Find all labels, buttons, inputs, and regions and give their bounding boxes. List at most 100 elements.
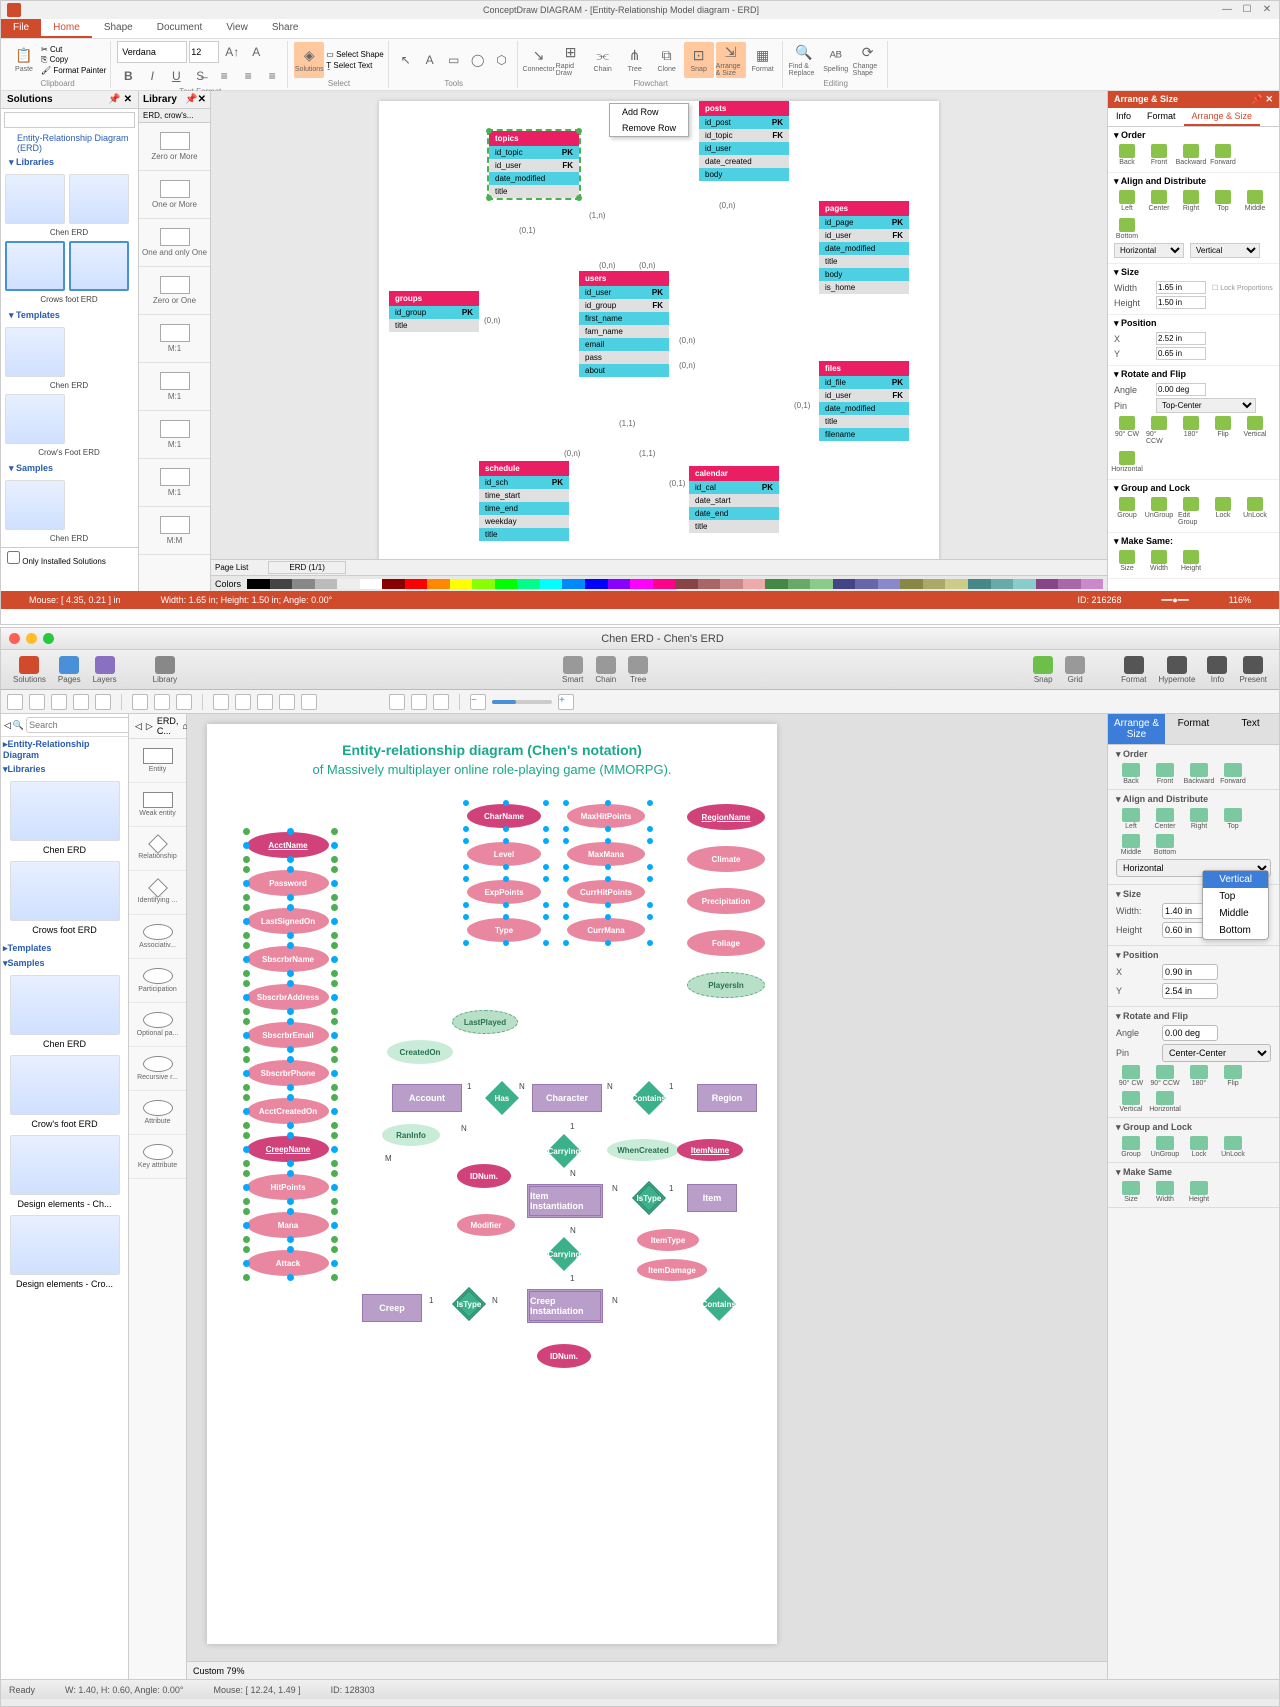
action-icon[interactable]: Vertical <box>1242 416 1268 445</box>
library-shape[interactable]: Recursive r... <box>129 1047 186 1091</box>
library-item[interactable]: Zero or More <box>139 123 210 171</box>
tool-icon[interactable] <box>235 694 251 710</box>
attr-key[interactable]: IDNum. <box>537 1344 591 1368</box>
width-input[interactable] <box>1156 281 1206 294</box>
rel-carrying[interactable]: Carrying <box>547 1134 581 1168</box>
action-icon[interactable]: Left <box>1116 808 1146 830</box>
action-icon[interactable]: UnLock <box>1242 497 1268 526</box>
thumb[interactable] <box>10 861 120 921</box>
entity-region[interactable]: Region <box>697 1084 757 1112</box>
italic-icon[interactable]: I <box>141 65 163 87</box>
attr[interactable]: MaxMana <box>567 842 645 866</box>
library-item[interactable]: One and only One <box>139 219 210 267</box>
attr[interactable]: ItemDamage <box>637 1259 707 1281</box>
ctx-remove-row[interactable]: Remove Row <box>610 120 688 136</box>
action-icon[interactable]: Lock <box>1184 1136 1214 1158</box>
present-button[interactable]: Present <box>1235 654 1271 686</box>
snap-button[interactable]: Snap <box>1029 654 1057 686</box>
library-shape[interactable]: Identifying ... <box>129 871 186 915</box>
close-icon[interactable]: 📌 ✕ <box>1252 94 1273 105</box>
tool-icon[interactable] <box>95 694 111 710</box>
only-installed-checkbox[interactable] <box>7 551 20 564</box>
action-icon[interactable]: Center <box>1150 808 1180 830</box>
close-button[interactable]: ✕ <box>1261 4 1273 16</box>
tree-button[interactable]: Tree <box>624 654 652 686</box>
attr-key[interactable]: ItemName <box>677 1139 743 1161</box>
action-icon[interactable]: Horizontal <box>1114 451 1140 473</box>
select-text-button[interactable]: Ṯ Select Text <box>326 61 383 70</box>
rel-has[interactable]: Has <box>485 1081 519 1115</box>
library-item[interactable]: M:1 <box>139 411 210 459</box>
cut-button[interactable]: ✂ Cut <box>41 45 106 54</box>
action-icon[interactable]: Right <box>1178 190 1204 212</box>
action-icon[interactable]: Top <box>1218 808 1248 830</box>
format-painter-button[interactable]: 🖌 Format Painter <box>41 66 106 75</box>
action-icon[interactable]: Left <box>1114 190 1140 212</box>
info-button[interactable]: Info <box>1203 654 1231 686</box>
action-icon[interactable]: Width <box>1146 550 1172 572</box>
solutions-button[interactable]: Solutions <box>9 654 50 686</box>
arrange-size-button[interactable]: ⇲Arrange & Size <box>716 42 746 78</box>
tab-format[interactable]: Format <box>1165 714 1222 745</box>
library-item[interactable]: M:1 <box>139 459 210 507</box>
action-icon[interactable]: Forward <box>1218 763 1248 785</box>
tree-button[interactable]: ⋔Tree <box>620 42 650 78</box>
format-button[interactable]: ▦Format <box>748 42 778 78</box>
rel-contains[interactable]: Contains <box>632 1081 666 1115</box>
action-icon[interactable]: Front <box>1150 763 1180 785</box>
action-icon[interactable]: Size <box>1114 550 1140 572</box>
pin-icon[interactable]: 📌✕ <box>185 94 206 105</box>
tree-templates[interactable]: ▾ Templates <box>1 308 138 323</box>
action-icon[interactable]: Width <box>1150 1181 1180 1203</box>
library-item[interactable]: Zero or One <box>139 267 210 315</box>
action-icon[interactable]: UnGroup <box>1150 1136 1180 1158</box>
entity-item-inst[interactable]: Item Instantiation <box>527 1184 603 1218</box>
action-icon[interactable]: Height <box>1178 550 1204 572</box>
thumb[interactable] <box>5 480 65 530</box>
library-shape[interactable]: Key attribute <box>129 1135 186 1179</box>
tool-icon[interactable] <box>73 694 89 710</box>
change-shape-button[interactable]: ⟳Change Shape <box>853 42 883 78</box>
action-icon[interactable]: 90° CCW <box>1146 416 1172 445</box>
action-icon[interactable]: Back <box>1116 763 1146 785</box>
attr[interactable]: Mana <box>247 1212 329 1238</box>
rapid-draw-button[interactable]: ⊞Rapid Draw <box>556 42 586 78</box>
color-palette[interactable] <box>247 579 1103 589</box>
attr[interactable]: SbscrbrName <box>247 946 329 972</box>
tab-arrange[interactable]: Arrange & Size <box>1108 714 1165 745</box>
rel-istype[interactable]: IsType <box>632 1181 666 1215</box>
dd-item[interactable]: Bottom <box>1203 922 1268 939</box>
underline-icon[interactable]: U <box>165 65 187 87</box>
smart-button[interactable]: Smart <box>558 654 587 686</box>
tab-info[interactable]: Info <box>1108 108 1139 126</box>
attr-derived[interactable]: RanInfo <box>382 1124 440 1146</box>
tree-libs[interactable]: ▾Libraries <box>1 762 128 777</box>
pages-button[interactable]: Pages <box>54 654 85 686</box>
align-left-icon[interactable]: ≡ <box>213 65 235 87</box>
attr[interactable]: HitPoints <box>247 1174 329 1200</box>
horizontal-select[interactable]: Horizontal <box>1114 243 1184 258</box>
tree-tmpl[interactable]: ▸Templates <box>1 941 128 956</box>
tool-icon[interactable] <box>279 694 295 710</box>
tool-icon[interactable] <box>154 694 170 710</box>
tool-icon[interactable] <box>132 694 148 710</box>
thumb[interactable] <box>69 174 129 224</box>
thumb[interactable] <box>5 327 65 377</box>
align-right-icon[interactable]: ≡ <box>261 65 283 87</box>
erd-table-calendar[interactable]: calendarid_calPKdate_startdate_endtitle <box>689 466 779 533</box>
search-input[interactable] <box>26 717 129 733</box>
erd-table-groups[interactable]: groupsid_groupPKtitle <box>389 291 479 332</box>
library-shape[interactable]: Associativ... <box>129 915 186 959</box>
attr[interactable]: SbscrbrEmail <box>247 1022 329 1048</box>
zoom-icon[interactable] <box>411 694 427 710</box>
erd-table-users[interactable]: usersid_userPKid_groupFKfirst_namefam_na… <box>579 271 669 377</box>
tab-format[interactable]: Format <box>1139 108 1184 126</box>
attr[interactable]: SbscrbrPhone <box>247 1060 329 1086</box>
action-icon[interactable]: Middle <box>1116 834 1146 856</box>
attr[interactable]: CharName <box>467 804 541 828</box>
entity-creep-inst[interactable]: Creep Instantiation <box>527 1289 603 1323</box>
tree-erd[interactable]: ▸Entity-Relationship Diagram <box>1 737 128 762</box>
thumb[interactable] <box>10 1055 120 1115</box>
font-color-icon[interactable]: A <box>245 41 267 63</box>
action-icon[interactable]: Backward <box>1184 763 1214 785</box>
